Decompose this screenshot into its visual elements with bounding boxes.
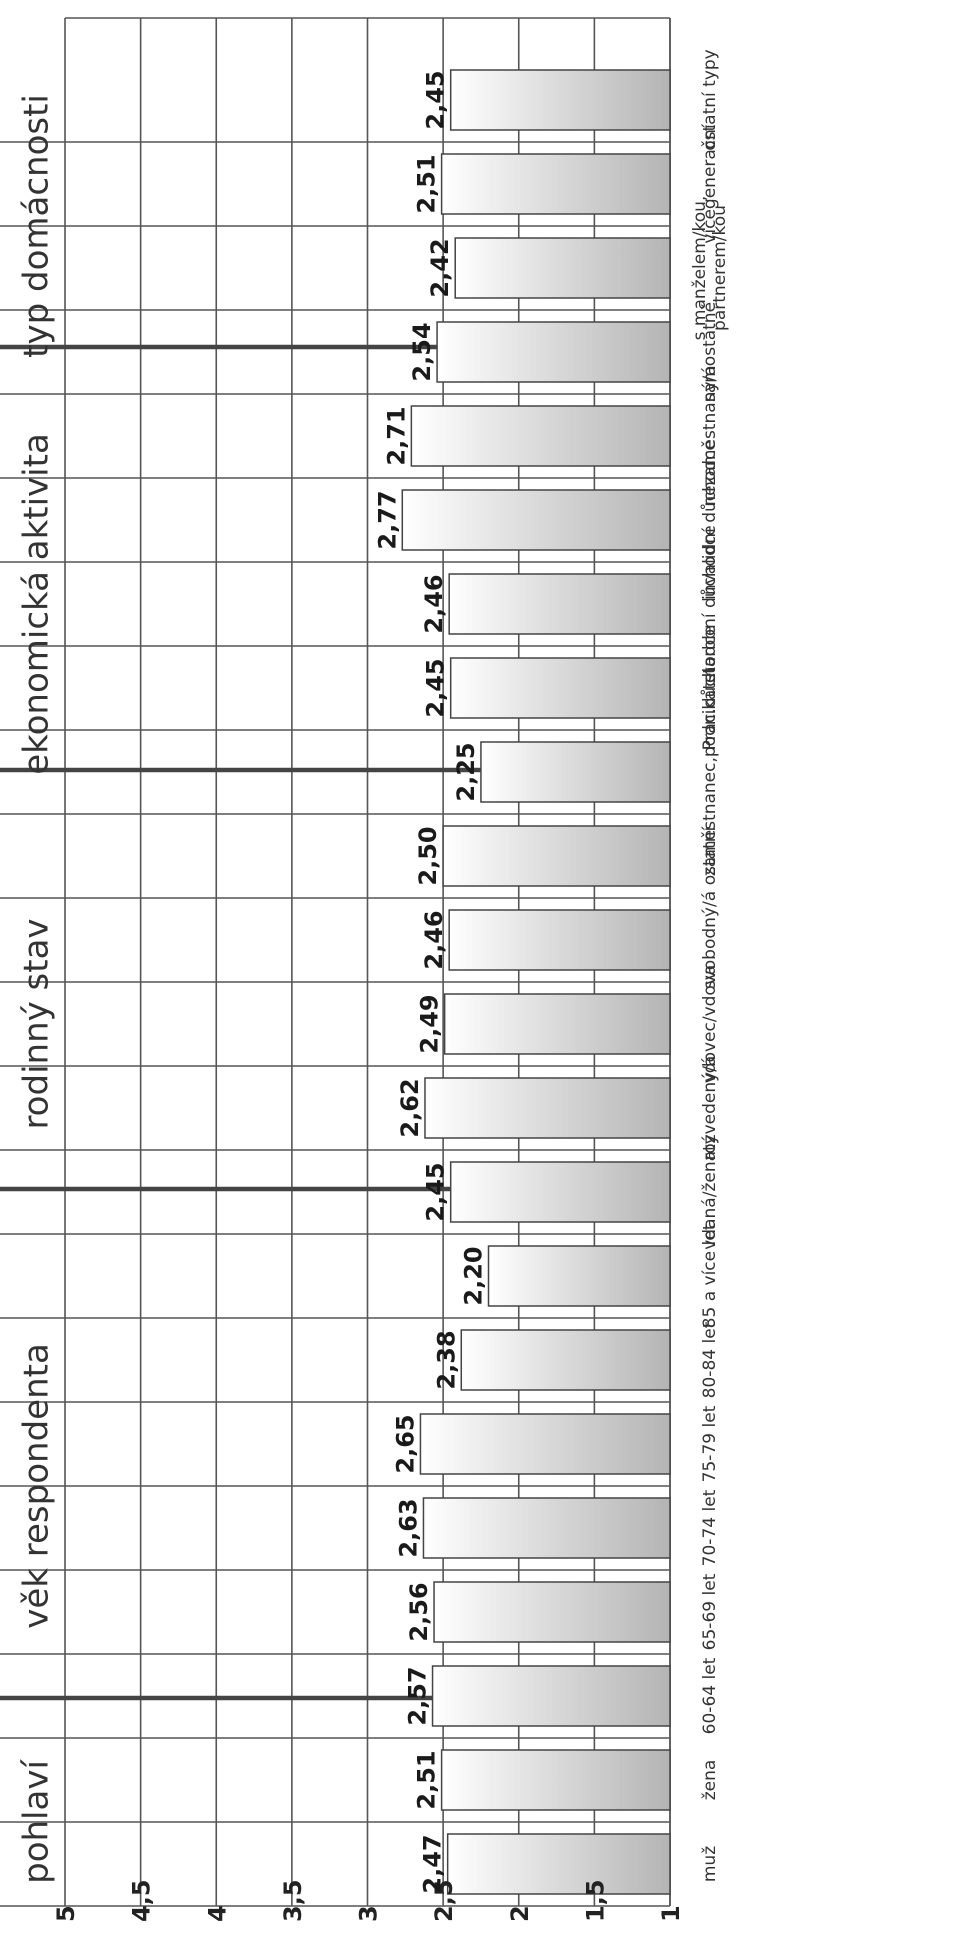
value-label: 2,62 — [396, 1078, 424, 1137]
value-label: 2,51 — [413, 154, 441, 213]
bar — [481, 742, 670, 802]
bar — [442, 1750, 670, 1810]
x-tick-label: 4,5 — [128, 1879, 156, 1922]
category-label: 65-69 let — [700, 1573, 720, 1650]
bar — [433, 1666, 670, 1726]
group-label: ekonomická aktivita — [17, 433, 57, 775]
bar — [425, 1078, 670, 1138]
value-label: 2,25 — [452, 742, 480, 801]
x-tick-label: 3 — [355, 1905, 383, 1922]
x-tick-label: 2 — [506, 1905, 534, 1922]
value-label: 2,50 — [414, 826, 442, 885]
bar — [411, 406, 670, 466]
x-tick-label: 3,5 — [279, 1879, 307, 1922]
bar — [420, 1414, 670, 1474]
value-label: 2,42 — [426, 238, 454, 297]
value-label: 2,38 — [432, 1330, 460, 1389]
value-label: 2,45 — [422, 658, 450, 717]
value-label: 2,49 — [416, 994, 444, 1053]
bar — [443, 826, 670, 886]
bar — [449, 574, 670, 634]
category-label: ostatní typy — [700, 49, 720, 151]
bar — [455, 238, 670, 298]
category-label: žena — [700, 1760, 720, 1801]
category-label: 75-79 let — [700, 1405, 720, 1482]
group-label: rodinný stav — [17, 918, 57, 1129]
bar — [448, 1834, 670, 1894]
group-label: pohlaví — [17, 1759, 57, 1884]
value-label: 2,63 — [394, 1498, 422, 1557]
value-label: 2,77 — [373, 490, 401, 549]
value-label: 2,20 — [460, 1246, 488, 1305]
bar — [402, 490, 670, 550]
category-label: 80-84 let — [700, 1321, 720, 1398]
bar — [449, 910, 670, 970]
category-label: muž — [700, 1846, 720, 1882]
value-label: 2,45 — [422, 1162, 450, 1221]
bar — [445, 994, 670, 1054]
bar — [451, 1162, 670, 1222]
bar — [437, 322, 670, 382]
bar — [451, 70, 670, 130]
category-label: 60-64 let — [700, 1657, 720, 1734]
x-tick-label: 5 — [52, 1905, 80, 1922]
bar — [442, 154, 670, 214]
value-label: 2,46 — [420, 910, 448, 969]
group-label: typ domácnosti — [17, 94, 57, 358]
bar — [423, 1498, 670, 1558]
value-label: 2,56 — [405, 1582, 433, 1641]
category-label: svobodný/á — [700, 891, 720, 989]
category-label: 70-74 let — [700, 1489, 720, 1566]
x-tick-label: 4 — [203, 1905, 231, 1922]
group-label: věk respondenta — [17, 1343, 57, 1629]
value-label: 2,71 — [382, 406, 410, 465]
value-label: 2,47 — [419, 1834, 447, 1893]
value-label: 2,45 — [422, 70, 450, 129]
x-tick-label: 1 — [657, 1905, 685, 1922]
bar — [461, 1330, 670, 1390]
value-label: 2,57 — [404, 1666, 432, 1725]
bar — [451, 658, 670, 718]
bar — [489, 1246, 671, 1306]
x-tick-label: 1,5 — [581, 1879, 609, 1922]
value-label: 2,65 — [391, 1414, 419, 1473]
value-label: 2,54 — [408, 322, 436, 381]
value-label: 2,46 — [420, 574, 448, 633]
bar — [434, 1582, 670, 1642]
value-label: 2,51 — [413, 1750, 441, 1809]
